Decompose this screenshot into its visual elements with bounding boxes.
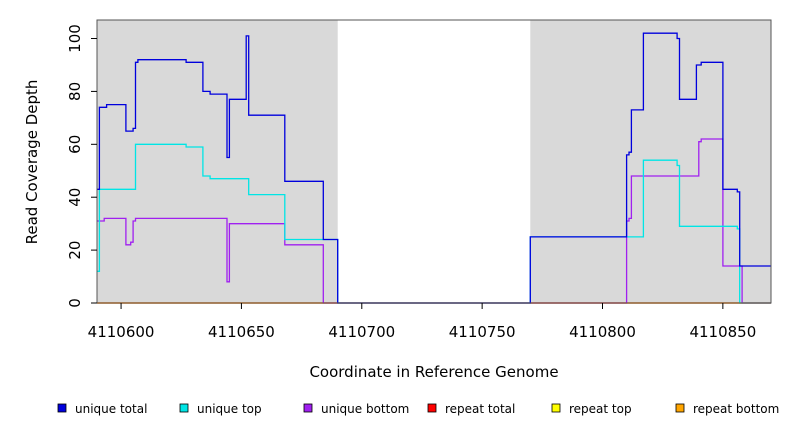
y-axis-title: Read Coverage Depth — [23, 80, 41, 245]
x-tick-label: 4110650 — [208, 323, 275, 341]
x-axis-title: Coordinate in Reference Genome — [309, 363, 558, 381]
series-line-unique-total — [97, 32, 771, 304]
legend-swatch — [57, 403, 67, 413]
shaded-region-1 — [530, 20, 771, 303]
x-tick-label: 4110600 — [88, 323, 155, 341]
y-tick-label: 60 — [66, 135, 84, 154]
x-tick-label: 4110700 — [328, 323, 395, 341]
legend-swatch — [179, 403, 189, 413]
legend-label: repeat top — [569, 402, 632, 416]
y-tick-label: 80 — [66, 82, 84, 101]
series-line-unique-bottom — [97, 138, 771, 304]
legend-swatch — [303, 403, 313, 413]
y-tick-label: 20 — [66, 241, 84, 260]
legend-swatch — [427, 403, 437, 413]
x-tick-label: 4110850 — [689, 323, 756, 341]
legend-swatch — [551, 403, 561, 413]
axes: 0 20 40 60 80 100 4110600 4110650 4110700 4110750… — [66, 19, 772, 341]
plot-frame — [96, 19, 772, 304]
y-tick-label: 0 — [66, 298, 84, 308]
legend-label: unique total — [75, 402, 147, 416]
legend-label: unique bottom — [321, 402, 409, 416]
legend-label: repeat total — [445, 402, 515, 416]
y-tick-label: 40 — [66, 188, 84, 207]
shaded-regions — [97, 20, 771, 303]
legend-label: repeat bottom — [693, 402, 779, 416]
legend-label: unique top — [197, 402, 262, 416]
y-tick-label: 100 — [66, 24, 84, 53]
legend-swatch — [675, 403, 685, 413]
legend: unique total unique top unique bottom repea… — [57, 402, 779, 416]
shaded-region-0 — [97, 20, 338, 303]
x-tick-label: 4110800 — [569, 323, 636, 341]
x-tick-label: 4110750 — [449, 323, 516, 341]
